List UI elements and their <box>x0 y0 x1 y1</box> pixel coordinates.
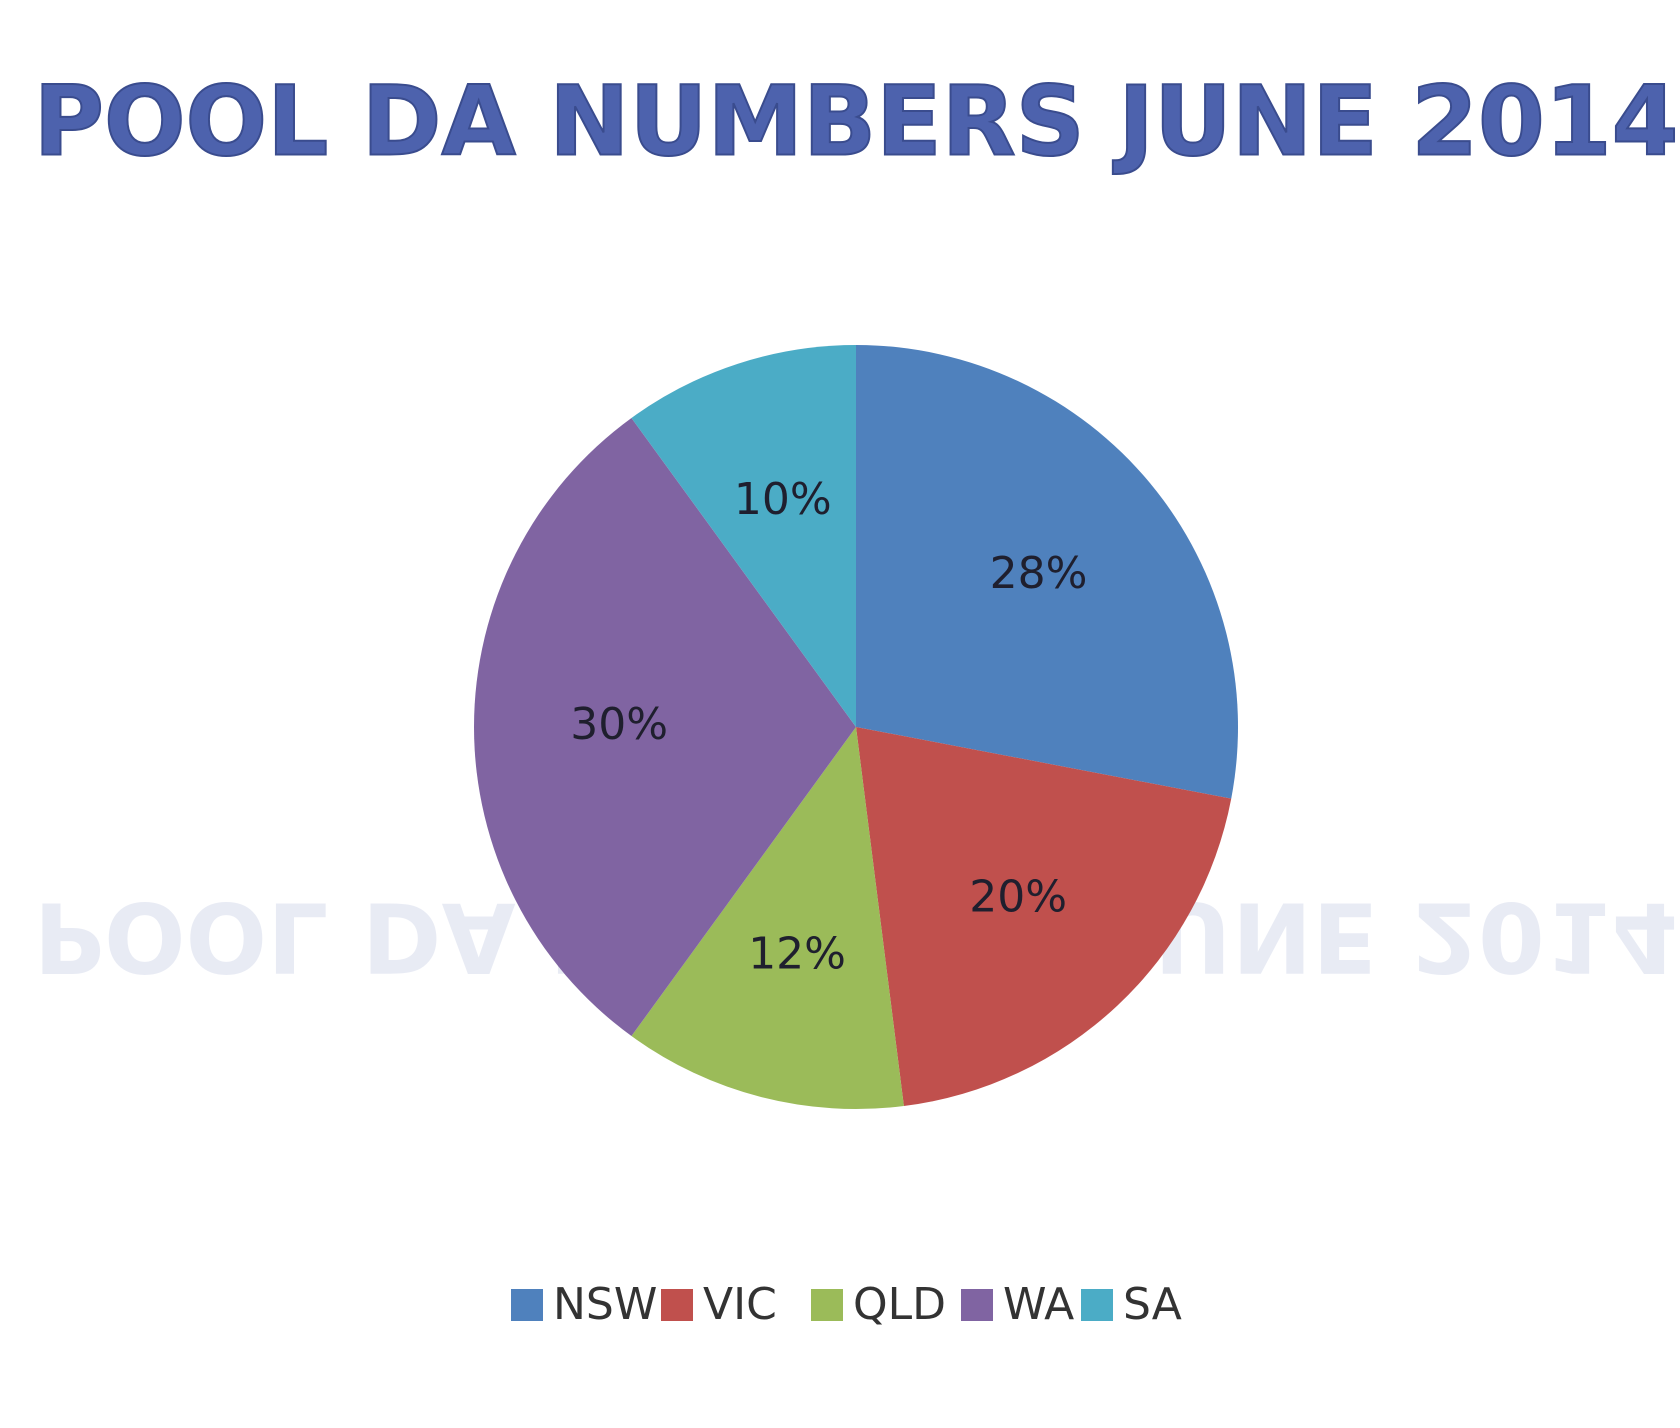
data-label: 28% <box>990 548 1088 599</box>
legend-label: WA <box>1003 1279 1074 1330</box>
pie-slice <box>856 345 1238 799</box>
pie-slice <box>631 727 904 1109</box>
legend-swatch <box>511 1289 543 1321</box>
legend-swatch <box>661 1289 693 1321</box>
legend-label: SA <box>1123 1279 1182 1330</box>
data-label: 20% <box>969 872 1067 923</box>
legend-swatch <box>811 1289 843 1321</box>
legend-label: QLD <box>853 1279 946 1330</box>
data-label: 10% <box>734 474 832 525</box>
legend-swatch <box>961 1289 993 1321</box>
pie-slice <box>631 345 856 727</box>
chart-title: POOL DA NUMBERS JUNE 2014 <box>34 65 1679 177</box>
data-label: 30% <box>570 699 668 750</box>
legend-label: VIC <box>703 1279 777 1330</box>
pie-slice <box>473 417 856 1037</box>
legend-swatch <box>1081 1289 1113 1321</box>
pie-slice <box>856 727 1232 1106</box>
legend-label: NSW <box>553 1279 657 1330</box>
data-label: 12% <box>748 928 846 979</box>
